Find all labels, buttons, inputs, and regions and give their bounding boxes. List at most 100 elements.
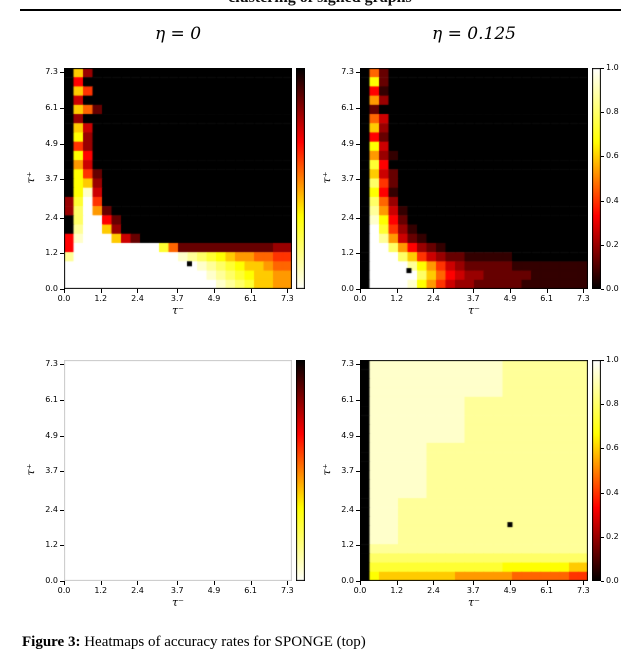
heatmap-canvas-top-left xyxy=(64,68,292,289)
y-tick-label: 4.9 xyxy=(341,430,354,440)
colorbar-tick-mark xyxy=(601,492,604,494)
y-tick-mark xyxy=(60,509,64,511)
colorbar-tick-mark xyxy=(601,360,604,361)
colorbar-tick-mark xyxy=(601,200,604,202)
x-tick-mark xyxy=(250,289,252,293)
y-tick-label: 0.0 xyxy=(341,284,354,293)
x-tick-mark xyxy=(546,289,548,293)
x-tick-label: 7.3 xyxy=(281,586,294,595)
x-tick-mark xyxy=(287,581,289,585)
y-tick-label: 4.9 xyxy=(341,138,354,148)
colorbar-tick-mark xyxy=(601,536,604,538)
x-tick-label: 7.3 xyxy=(281,294,294,303)
x-tick-mark xyxy=(177,581,179,585)
x-tick-mark xyxy=(433,289,435,293)
y-tick-label: 6.1 xyxy=(341,103,354,113)
x-tick-label: 6.1 xyxy=(244,586,258,595)
x-axis-label: τ⁻ xyxy=(172,596,184,609)
x-tick-label: 4.9 xyxy=(503,586,517,595)
colorbar-tick-label: 0.0 xyxy=(606,284,619,293)
y-tick-mark xyxy=(356,143,360,145)
x-tick-mark xyxy=(287,289,289,293)
column-header-eta-0: η = 0 xyxy=(154,24,202,44)
page-header-text-fragment: clustering of signed graphs xyxy=(0,0,640,7)
y-tick-mark xyxy=(356,545,360,547)
y-tick-mark xyxy=(60,581,64,582)
y-tick-mark xyxy=(356,72,360,74)
x-tick-mark xyxy=(583,581,585,585)
y-tick-mark xyxy=(60,253,64,255)
colorbar-tick-label: 0.8 xyxy=(606,399,619,409)
colorbar-tick-label: 1.0 xyxy=(606,355,619,364)
colorbar-tick-label: 0.2 xyxy=(606,239,619,249)
y-tick-label: 0.0 xyxy=(341,576,354,585)
y-tick-label: 2.4 xyxy=(341,504,354,514)
y-tick-mark xyxy=(356,289,360,290)
y-tick-label: 4.9 xyxy=(45,138,58,148)
x-tick-mark xyxy=(137,289,139,293)
y-tick-label: 7.3 xyxy=(341,359,354,369)
page-header-clipped: clustering of signed graphs xyxy=(0,0,640,9)
y-tick-mark xyxy=(60,108,64,110)
figure-caption: Figure 3: Heatmaps of accuracy rates for… xyxy=(22,632,622,651)
x-tick-mark xyxy=(433,581,435,585)
x-tick-mark xyxy=(473,289,475,293)
y-tick-label: 7.3 xyxy=(341,67,354,77)
colorbar-tick-mark xyxy=(601,404,604,406)
colorbar-tick-mark xyxy=(601,289,604,290)
x-tick-mark xyxy=(213,581,215,585)
x-tick-mark xyxy=(250,581,252,585)
colorbar-tick-label: 0.6 xyxy=(606,443,619,453)
colorbar-tick-mark xyxy=(601,68,604,69)
x-tick-label: 0.0 xyxy=(57,294,71,303)
y-tick-mark xyxy=(60,179,64,181)
y-tick-label: 0.0 xyxy=(45,576,58,585)
colorbar-tick-mark xyxy=(601,156,604,158)
x-tick-label: 0.0 xyxy=(57,586,71,595)
y-tick-label: 3.7 xyxy=(341,466,354,476)
x-tick-label: 3.7 xyxy=(170,586,184,595)
y-tick-label: 1.2 xyxy=(45,540,58,550)
x-tick-label: 2.4 xyxy=(427,294,440,303)
y-tick-mark xyxy=(356,400,360,402)
x-tick-label: 7.3 xyxy=(577,294,590,303)
x-tick-label: 3.7 xyxy=(170,294,184,303)
y-tick-label: 2.4 xyxy=(45,212,58,222)
caption-label: Figure 3: xyxy=(22,634,81,650)
y-tick-mark xyxy=(60,400,64,402)
y-tick-label: 7.3 xyxy=(45,67,58,77)
x-tick-mark xyxy=(177,289,179,293)
x-tick-mark xyxy=(509,289,511,293)
x-tick-mark xyxy=(583,289,585,293)
x-axis-label: τ⁻ xyxy=(172,304,184,317)
x-tick-mark xyxy=(396,289,398,293)
y-tick-mark xyxy=(356,108,360,110)
y-tick-mark xyxy=(60,72,64,74)
caption-text: Heatmaps of accuracy rates for SPONGE (t… xyxy=(80,634,366,650)
x-tick-label: 7.3 xyxy=(577,586,590,595)
x-tick-mark xyxy=(360,289,361,293)
colorbar-bottom-right xyxy=(592,360,601,581)
header-rule xyxy=(20,9,621,11)
y-tick-label: 3.7 xyxy=(45,174,58,184)
colorbar-tick-label: 0.0 xyxy=(606,576,619,585)
x-tick-label: 0.0 xyxy=(353,586,367,595)
x-tick-mark xyxy=(360,581,361,585)
y-axis-label: τ⁺ xyxy=(320,463,334,475)
colorbar-tick-label: 0.2 xyxy=(606,531,619,541)
y-axis-label: τ⁺ xyxy=(320,171,334,183)
x-tick-label: 0.0 xyxy=(353,294,367,303)
colorbar-tick-label: 0.4 xyxy=(606,487,619,497)
colorbar-tick-mark xyxy=(601,581,604,582)
colorbar-tick-label: 1.0 xyxy=(606,63,619,72)
x-tick-label: 4.9 xyxy=(207,586,221,595)
x-tick-label: 3.7 xyxy=(466,294,480,303)
y-tick-mark xyxy=(356,471,360,473)
y-tick-label: 6.1 xyxy=(45,103,58,113)
y-tick-mark xyxy=(356,364,360,366)
x-tick-label: 4.9 xyxy=(207,294,221,303)
colorbar-top-left xyxy=(296,68,305,289)
y-axis-label: τ⁺ xyxy=(24,463,38,475)
x-axis-label: τ⁻ xyxy=(468,304,480,317)
